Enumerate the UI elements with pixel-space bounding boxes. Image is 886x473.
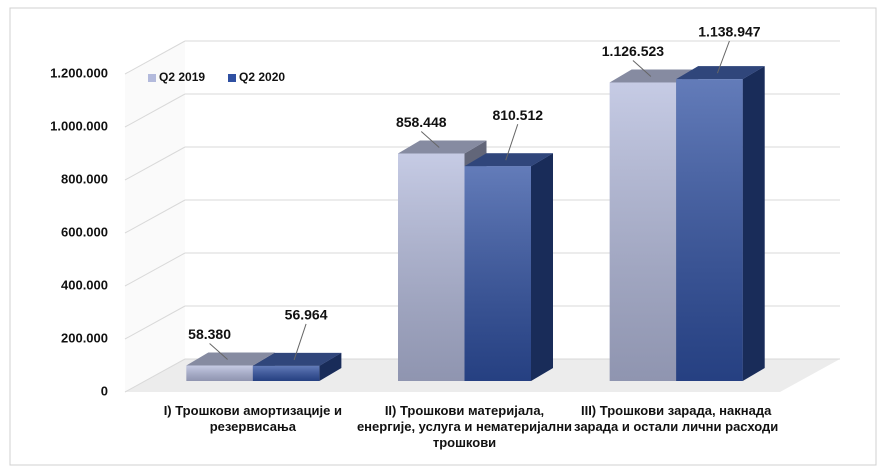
bar-side	[319, 352, 342, 381]
y-tick-label: 600.000	[61, 224, 108, 239]
y-tick-label: 200.000	[61, 330, 108, 345]
bar-shade	[464, 166, 531, 381]
data-label: 56.964	[285, 307, 328, 323]
data-label: 810.512	[492, 107, 543, 123]
legend-swatch	[148, 74, 156, 82]
leader-line	[632, 60, 652, 77]
bar-top	[398, 140, 487, 154]
data-label: 58.380	[188, 326, 231, 342]
grid-line	[124, 305, 186, 340]
x-tick-label: II) Трошкови материјала, енергије, услуг…	[356, 403, 573, 450]
grid-line	[124, 358, 186, 393]
bar-top-shade	[186, 352, 275, 366]
y-tick-label: 0	[101, 383, 108, 398]
grid-line	[124, 199, 186, 234]
data-label: 1.126.523	[602, 43, 664, 59]
grid-line	[124, 93, 186, 128]
x-tick-label: I) Трошкови амортизације и резервисања	[163, 403, 342, 434]
bar-shade	[676, 79, 743, 381]
y-tick-label: 1.000.000	[50, 118, 108, 133]
bar-top-shade	[609, 69, 699, 83]
bar-side-shade	[319, 352, 342, 381]
legend-label: Q2 2019	[159, 70, 205, 84]
bar-top	[186, 352, 275, 366]
legend-label: Q2 2020	[239, 70, 285, 84]
bar-side-shade	[531, 153, 553, 381]
bar-top-shade	[464, 153, 553, 167]
leader-line	[293, 323, 307, 361]
bar-top-shade	[676, 66, 765, 80]
legend-swatch	[228, 74, 236, 82]
bar-shade	[398, 153, 465, 381]
grid-line	[124, 252, 186, 287]
bar-top-shade	[398, 140, 487, 154]
bar-shade	[252, 365, 320, 381]
grid-line	[124, 146, 186, 181]
data-label: 1.138.947	[698, 24, 760, 40]
grid-line	[124, 40, 186, 75]
leader-line	[716, 40, 730, 74]
bar-side	[531, 153, 553, 381]
y-tick-label: 800.000	[61, 171, 108, 186]
bar-side	[742, 66, 765, 381]
bar-top	[464, 153, 553, 167]
bar-side-shade	[742, 66, 765, 381]
bar-shade	[609, 82, 677, 381]
leader-line	[420, 131, 440, 148]
bar-top	[676, 66, 765, 80]
bar-shade	[186, 365, 253, 381]
bar-top-shade	[252, 352, 342, 366]
bar-top	[609, 69, 699, 83]
bar-top	[252, 352, 342, 366]
y-tick-label: 400.000	[61, 277, 108, 292]
x-tick-label: III) Трошкови зарада, накнада зарада и о…	[574, 403, 779, 434]
leader-line	[505, 124, 519, 161]
data-label: 858.448	[396, 114, 447, 130]
leader-line	[209, 343, 228, 360]
y-tick-label: 1.200.000	[50, 65, 108, 80]
